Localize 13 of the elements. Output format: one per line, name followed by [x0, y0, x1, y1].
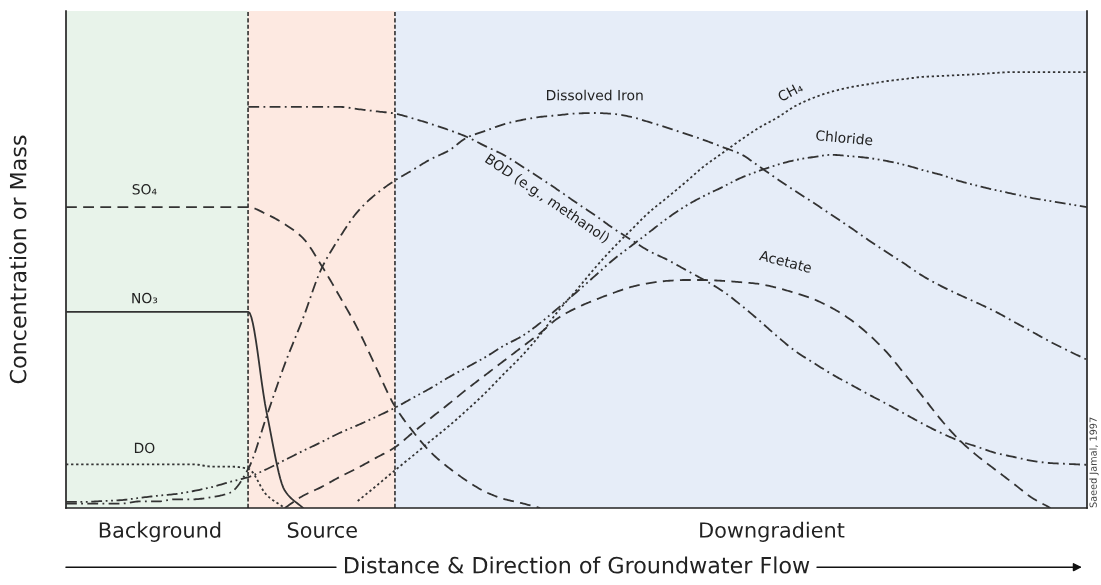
text: Saeed Jamal, 1997 [1089, 417, 1099, 508]
text: CH₄ [776, 81, 804, 102]
y-axis-title: Concentration or Mass [9, 135, 27, 384]
text: Acetate [758, 249, 813, 274]
series-label: SO₄ [132, 184, 157, 195]
x-axis-title: Distance & Direction of Groundwater Flow [344, 556, 810, 574]
text: Source [287, 522, 357, 538]
text: Background [99, 521, 221, 542]
text: Downgradient [700, 521, 845, 542]
series-label: DO [134, 442, 155, 454]
series-label: NO₃ [132, 292, 158, 304]
series-label: Dissolved Iron [547, 89, 643, 101]
text: Chloride [815, 129, 873, 146]
